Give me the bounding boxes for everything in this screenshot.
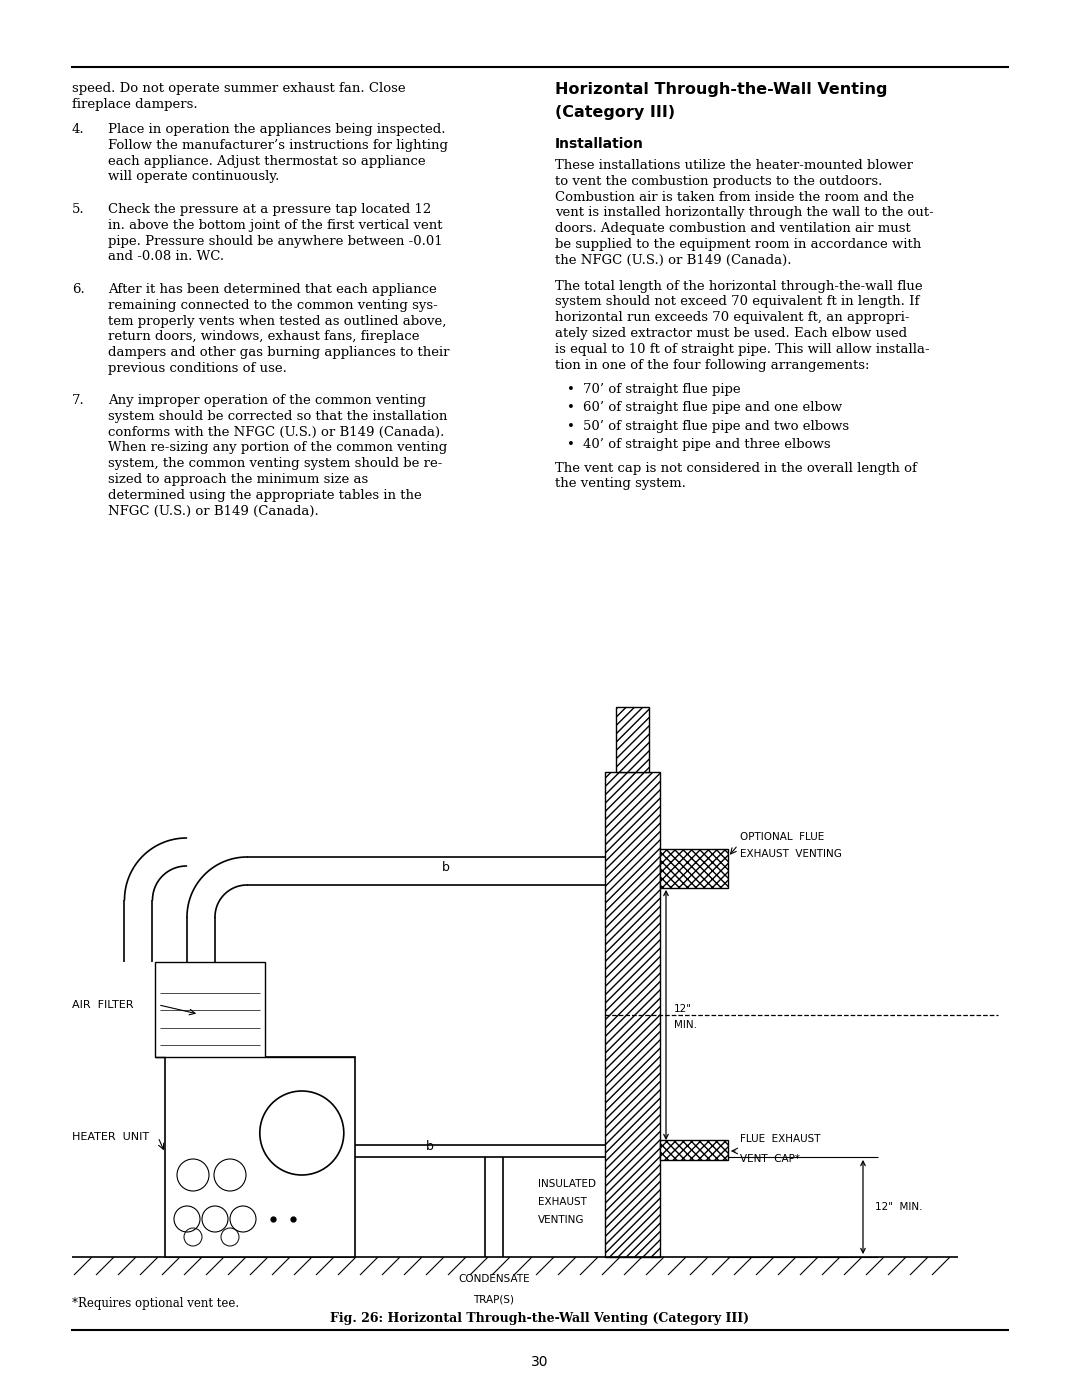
Text: 30: 30 xyxy=(531,1355,549,1369)
Bar xyxy=(660,849,728,888)
Text: These installations utilize the heater-mounted blower
to vent the combustion pro: These installations utilize the heater-m… xyxy=(555,159,934,267)
Text: Installation: Installation xyxy=(555,137,644,151)
Text: AIR  FILTER: AIR FILTER xyxy=(72,1000,134,1010)
Text: OPTIONAL  FLUE: OPTIONAL FLUE xyxy=(740,833,824,842)
Text: TRAP(S): TRAP(S) xyxy=(473,1294,514,1303)
Bar xyxy=(156,963,265,1058)
Text: Fig. 26: Horizontal Through-the-Wall Venting (Category III): Fig. 26: Horizontal Through-the-Wall Ven… xyxy=(330,1312,750,1324)
Text: 4.: 4. xyxy=(72,123,84,136)
Text: (Category III): (Category III) xyxy=(555,105,675,120)
Text: FLUE  EXHAUST: FLUE EXHAUST xyxy=(740,1134,821,1144)
Text: 6.: 6. xyxy=(72,284,84,296)
Text: Any improper operation of the common venting
system should be corrected so that : Any improper operation of the common ven… xyxy=(108,394,447,518)
Text: 12": 12" xyxy=(674,1004,692,1014)
Text: 7.: 7. xyxy=(72,394,84,407)
Text: •: • xyxy=(567,439,575,451)
Text: •: • xyxy=(567,401,575,414)
Text: 5.: 5. xyxy=(72,203,84,217)
Text: 40’ of straight pipe and three elbows: 40’ of straight pipe and three elbows xyxy=(583,439,831,451)
Text: The total length of the horizontal through-the-wall flue
system should not excee: The total length of the horizontal throu… xyxy=(555,279,930,372)
Text: INSULATED: INSULATED xyxy=(538,1179,596,1189)
Text: 60’ of straight flue pipe and one elbow: 60’ of straight flue pipe and one elbow xyxy=(583,401,842,414)
Bar xyxy=(660,1140,728,1160)
Text: •: • xyxy=(567,383,575,395)
Text: *Requires optional vent tee.: *Requires optional vent tee. xyxy=(72,1296,239,1310)
Text: Check the pressure at a pressure tap located 12
in. above the bottom joint of th: Check the pressure at a pressure tap loc… xyxy=(108,203,443,264)
Text: CONDENSATE: CONDENSATE xyxy=(458,1274,530,1284)
Text: VENTING: VENTING xyxy=(538,1215,584,1225)
Text: 70’ of straight flue pipe: 70’ of straight flue pipe xyxy=(583,383,741,395)
Text: Place in operation the appliances being inspected.
Follow the manufacturer’s ins: Place in operation the appliances being … xyxy=(108,123,448,183)
Text: b: b xyxy=(427,1140,434,1154)
Text: 50’ of straight flue pipe and two elbows: 50’ of straight flue pipe and two elbows xyxy=(583,419,849,433)
Text: EXHAUST  VENTING: EXHAUST VENTING xyxy=(740,849,842,859)
Text: speed. Do not operate summer exhaust fan. Close
fireplace dampers.: speed. Do not operate summer exhaust fan… xyxy=(72,82,406,110)
Text: 12"  MIN.: 12" MIN. xyxy=(875,1201,922,1213)
Text: VENT  CAP*: VENT CAP* xyxy=(740,1154,800,1164)
Text: MIN.: MIN. xyxy=(674,1020,697,1030)
Bar xyxy=(616,707,649,773)
Text: HEATER  UNIT: HEATER UNIT xyxy=(72,1132,149,1141)
Text: b: b xyxy=(442,861,450,873)
Text: EXHAUST: EXHAUST xyxy=(538,1197,586,1207)
Text: Horizontal Through-the-Wall Venting: Horizontal Through-the-Wall Venting xyxy=(555,82,888,96)
Bar xyxy=(165,1058,355,1257)
Bar xyxy=(605,773,660,1257)
Text: The vent cap is not considered in the overall length of
the venting system.: The vent cap is not considered in the ov… xyxy=(555,461,917,490)
Text: •: • xyxy=(567,419,575,433)
Text: After it has been determined that each appliance
remaining connected to the comm: After it has been determined that each a… xyxy=(108,284,449,374)
